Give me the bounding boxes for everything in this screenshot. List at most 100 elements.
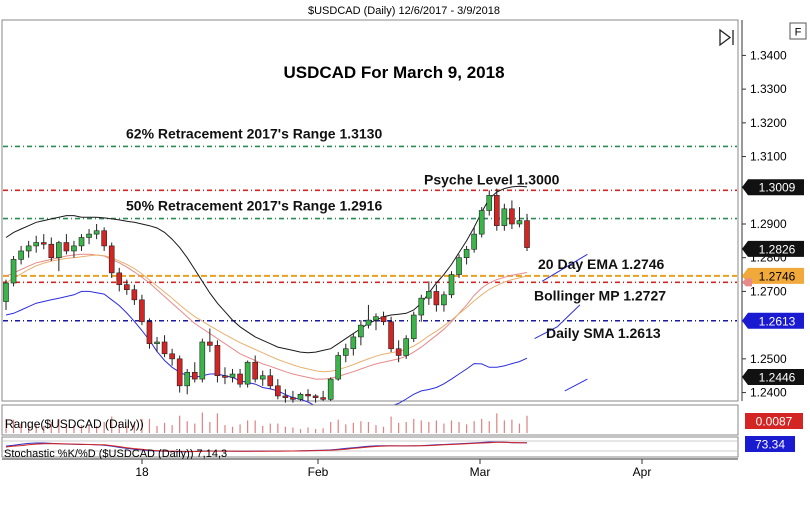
candle-body-down bbox=[101, 230, 107, 247]
price-axis: 1.34001.33001.32001.31001.29001.28001.27… bbox=[741, 20, 787, 401]
price-badge-shape bbox=[742, 312, 804, 329]
stoch-value-badge: 73.34 bbox=[745, 436, 795, 452]
candle bbox=[441, 291, 447, 312]
candle bbox=[456, 254, 462, 278]
level-label-psyche: Psyche Level 1.3000 bbox=[424, 171, 560, 187]
candle-body-up bbox=[10, 259, 17, 284]
range-panel-title: Range($USDCAD (Daily)) bbox=[5, 417, 144, 431]
candle-body-down bbox=[433, 291, 440, 306]
candle bbox=[237, 368, 243, 388]
candle bbox=[116, 267, 123, 292]
candle-body-up bbox=[365, 319, 372, 326]
candle-body-up bbox=[441, 294, 447, 306]
price-badge-label: 1.3009 bbox=[759, 181, 796, 195]
candle-body-down bbox=[207, 341, 213, 346]
overlay-bb_mid bbox=[5, 253, 528, 380]
range-value-label: 0.0087 bbox=[756, 415, 793, 429]
candle-body-up bbox=[25, 245, 32, 252]
overlay-bb_upper bbox=[5, 185, 528, 354]
candle-body-down bbox=[169, 353, 175, 360]
forward-band-0 bbox=[534, 304, 581, 340]
range-bars bbox=[5, 412, 528, 433]
candle-body-up bbox=[478, 210, 485, 235]
candle bbox=[199, 338, 206, 383]
candle bbox=[327, 377, 334, 401]
candle-body-down bbox=[40, 242, 47, 245]
candle-body-up bbox=[56, 242, 62, 259]
candle-body-down bbox=[267, 375, 274, 387]
candle-body-up bbox=[471, 233, 477, 250]
stoch-panel-title: Stochastic %K/%D ($USDCAD (Daily)) 7,14,… bbox=[4, 448, 227, 460]
candle bbox=[214, 340, 221, 383]
horizontal-levels bbox=[3, 145, 737, 322]
candle bbox=[524, 213, 530, 251]
candle-body-down bbox=[395, 348, 402, 356]
price-badge-sma: 1.2613 bbox=[742, 312, 804, 329]
price-badges: 1.3009 1.2746 1.2613 1.2826 1.2446 bbox=[742, 179, 804, 386]
price-badge-label: 1.2446 bbox=[759, 371, 796, 385]
candle bbox=[380, 311, 387, 326]
candle-body-down bbox=[320, 397, 326, 400]
candle bbox=[10, 256, 17, 287]
price-tick-label: 1.3400 bbox=[750, 48, 787, 62]
candle-body-up bbox=[229, 373, 236, 378]
price-tick-label: 1.2500 bbox=[750, 352, 787, 366]
candle bbox=[350, 333, 357, 356]
candle-body-down bbox=[222, 375, 228, 378]
candle-body-down bbox=[161, 341, 168, 355]
candle bbox=[139, 294, 145, 326]
candle bbox=[282, 389, 289, 403]
candle-body-down bbox=[63, 242, 70, 252]
candle bbox=[48, 237, 55, 262]
candle-body-up bbox=[418, 297, 425, 316]
play-to-end-icon[interactable] bbox=[719, 28, 734, 47]
candle bbox=[86, 229, 92, 245]
candle bbox=[433, 284, 440, 312]
candle bbox=[25, 240, 32, 258]
stoch-value-label: 73.34 bbox=[755, 438, 785, 452]
candle-body-up bbox=[71, 245, 77, 252]
stoch-line-d bbox=[5, 441, 528, 452]
candle bbox=[56, 240, 62, 272]
candle-body-up bbox=[463, 248, 470, 259]
candle-body-up bbox=[403, 338, 409, 356]
level-label-bollinger: Bollinger MP 1.2727 bbox=[534, 287, 666, 303]
candle bbox=[267, 368, 274, 390]
candle bbox=[501, 203, 508, 231]
candle-body-up bbox=[342, 348, 349, 356]
candle-body-down bbox=[191, 372, 198, 380]
price-tick-label: 1.2700 bbox=[750, 284, 787, 298]
candle-body-down bbox=[305, 393, 311, 397]
price-badge-label: 1.2613 bbox=[759, 314, 796, 328]
date-axis: 18 Feb Mar Apr bbox=[2, 458, 738, 479]
window-title: $USDCAD (Daily) 12/6/2017 - 3/9/2018 bbox=[308, 5, 500, 17]
f-button[interactable]: F bbox=[789, 22, 807, 40]
candle-body-down bbox=[380, 316, 387, 323]
date-tick-label: Feb bbox=[308, 465, 329, 479]
price-badge-shape bbox=[742, 267, 804, 284]
candle-body-down bbox=[275, 385, 281, 397]
range-panel-frame bbox=[1, 404, 739, 436]
candle-body-up bbox=[3, 282, 9, 302]
candle bbox=[78, 234, 85, 251]
candle-body-down bbox=[214, 345, 221, 377]
price-badge-label: 1.2746 bbox=[759, 269, 796, 283]
indicator-overlays bbox=[5, 185, 588, 411]
candle bbox=[63, 234, 70, 255]
candle bbox=[207, 328, 213, 353]
candle-body-down bbox=[108, 245, 115, 274]
price-badge-lower_band: 1.2446 bbox=[742, 369, 804, 386]
candle bbox=[463, 245, 470, 265]
candle-body-down bbox=[48, 243, 55, 259]
level-annotations: 62% Retracement 2017's Range 1.3130 Psych… bbox=[126, 125, 666, 340]
candle bbox=[71, 240, 77, 258]
price-badge-bollinger bbox=[742, 278, 752, 287]
candle-body-down bbox=[282, 395, 289, 398]
candle-body-up bbox=[373, 316, 379, 321]
candle bbox=[33, 235, 40, 253]
range-value-badge: 0.0087 bbox=[745, 413, 803, 429]
candle-body-up bbox=[410, 314, 417, 339]
candle bbox=[373, 313, 379, 331]
candle-body-up bbox=[358, 324, 364, 338]
